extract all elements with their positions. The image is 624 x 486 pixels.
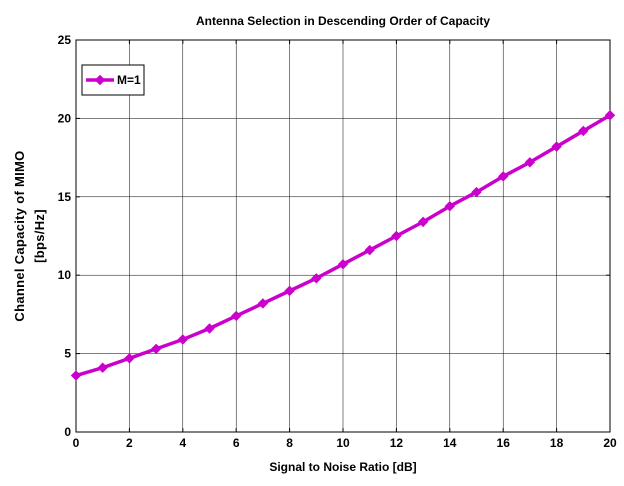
data-point <box>70 370 82 381</box>
ticks: 0 2 4 6 8 10 12 14 16 18 20 0 5 10 15 20 25 <box>58 33 617 450</box>
data-point <box>391 230 402 242</box>
chart-title: Antenna Selection in Descending Order of… <box>196 14 490 28</box>
data-point <box>471 186 482 198</box>
data-point <box>257 298 269 309</box>
x-tick-label: 14 <box>443 436 457 450</box>
x-tick-label: 20 <box>603 436 617 450</box>
y-tick-label: 20 <box>58 111 72 125</box>
data-point <box>604 110 616 121</box>
data-point <box>204 323 215 334</box>
y-tick-label: 0 <box>64 425 71 439</box>
x-tick-label: 8 <box>286 436 293 450</box>
legend: M=1 <box>81 64 145 96</box>
legend-label-m1: M=1 <box>117 73 141 87</box>
series-group <box>70 110 616 381</box>
data-point <box>524 157 536 168</box>
data-point <box>124 353 135 364</box>
data-point <box>497 171 509 182</box>
data-point <box>311 273 322 284</box>
y-axis-label-line-2: [bps/Hz] <box>32 209 47 263</box>
data-point <box>150 343 162 355</box>
y-tick-label: 15 <box>58 190 72 204</box>
data-point <box>97 362 108 373</box>
y-tick-label: 5 <box>64 347 71 361</box>
x-tick-label: 16 <box>497 436 511 450</box>
x-tick-label: 10 <box>336 436 350 450</box>
x-tick-label: 6 <box>233 436 240 450</box>
y-axis-label-line-1: Channel Capacity of MIMO <box>12 150 27 321</box>
x-tick-label: 0 <box>73 436 80 450</box>
y-tick-label: 25 <box>58 33 72 47</box>
data-point <box>444 201 456 212</box>
x-tick-label: 2 <box>126 436 133 450</box>
x-tick-label: 4 <box>179 436 186 450</box>
data-point <box>551 141 562 152</box>
x-tick-label: 12 <box>390 436 404 450</box>
legend-marker-swatch <box>94 74 106 86</box>
data-point <box>177 334 189 345</box>
x-axis-label: Signal to Noise Ratio [dB] <box>269 460 416 474</box>
y-tick-label: 10 <box>58 268 72 282</box>
x-tick-label: 18 <box>550 436 564 450</box>
data-point <box>364 244 375 256</box>
data-point <box>284 285 295 297</box>
data-point <box>337 259 349 270</box>
data-point <box>417 216 429 228</box>
data-point <box>230 310 242 322</box>
data-point <box>578 125 589 137</box>
